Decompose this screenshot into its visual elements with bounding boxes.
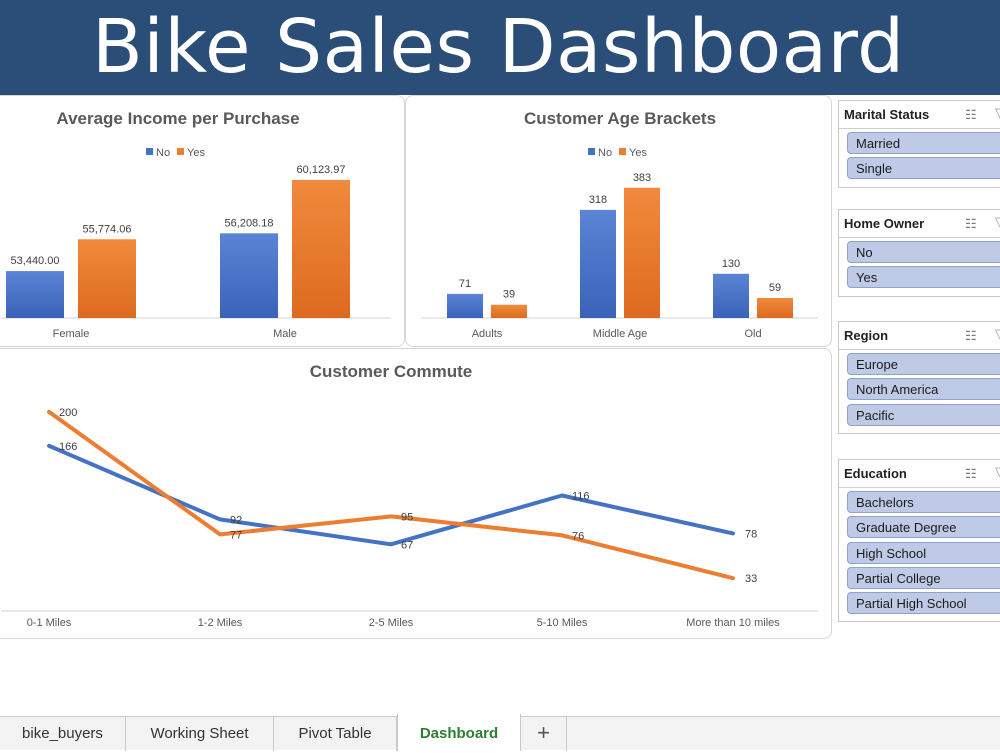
slicer-education: Education ☷ ▽ Bachelors Graduate DegreeHigh …	[838, 459, 1000, 623]
bar-no-middle-age[interactable]	[580, 209, 616, 318]
multi-select-icon[interactable]: ☷	[965, 328, 977, 343]
category-label: More than 10 miles	[686, 617, 780, 629]
slicer-item[interactable]: North America	[847, 378, 1000, 401]
legend-label-yes: Yes	[187, 147, 205, 159]
bar-no-old[interactable]	[713, 273, 749, 318]
data-label: 55,774.06	[83, 223, 132, 235]
category-label: 1-2 Miles	[198, 617, 243, 629]
age-chart: Customer Age Brackets No Yes 71 39 Adults 318 3…	[421, 109, 818, 340]
sheet-tab-pivot-table[interactable]: Pivot Table	[274, 717, 397, 751]
slicer-item[interactable]: High School	[847, 541, 1000, 564]
category-label: Adults	[472, 328, 503, 340]
clear-filter-icon[interactable]: ▽	[995, 105, 1000, 121]
chart-title: Customer Age Brackets	[524, 109, 716, 128]
data-label: 33	[745, 573, 757, 585]
dashboard-title: Bike Sales Dashboard	[92, 4, 905, 90]
slicer-item[interactable]: Partial College	[847, 566, 1000, 589]
slicer-item[interactable]: Partial High School	[847, 592, 1000, 615]
slicer-item[interactable]: Pacific	[847, 403, 1000, 426]
bar-no-female[interactable]	[6, 271, 64, 318]
slicer-item[interactable]: Married	[847, 132, 1000, 154]
data-label: 77	[230, 529, 242, 541]
legend-swatch-yes	[619, 148, 626, 155]
data-label: 71	[459, 278, 471, 290]
sheet-tab-dashboard[interactable]: Dashboard	[397, 714, 521, 751]
bar-no-male[interactable]	[220, 233, 278, 318]
add-sheet-button[interactable]: +	[521, 717, 567, 751]
legend-swatch-no	[588, 148, 595, 155]
slicer-title: Home Owner	[844, 216, 925, 231]
data-label: 200	[59, 407, 77, 419]
multi-select-icon[interactable]: ☷	[965, 107, 977, 122]
slicer-item[interactable]: Single	[847, 157, 1000, 180]
slicer-home-owner: Home Owner ☷ ▽ No Yes	[838, 209, 1000, 297]
clear-filter-icon[interactable]: ▽	[995, 214, 1000, 230]
bar-yes-old[interactable]	[757, 297, 793, 318]
data-label: 39	[503, 289, 515, 301]
data-label: 53,440.00	[11, 255, 60, 267]
slicer-header: Region ☷ ▽	[839, 322, 1000, 350]
legend-label-no: No	[598, 147, 612, 159]
chart-title: Average Income per Purchase	[56, 109, 299, 128]
series-line-yes[interactable]	[47, 409, 735, 581]
bar-yes-male[interactable]	[292, 179, 350, 318]
income-chart: Average Income per Purchase No Yes 53,440.0…	[1, 109, 391, 340]
age-chart-panel[interactable]: Customer Age Brackets No Yes 71 39 Adults 318 3…	[405, 95, 832, 347]
clear-filter-icon[interactable]: ▽	[995, 464, 1000, 480]
bar-yes-adults[interactable]	[491, 304, 527, 318]
slicer-header: Marital Status ☷ ▽	[839, 101, 1000, 129]
category-label: 0-1 Miles	[27, 617, 72, 629]
slicer-title: Region	[844, 328, 889, 343]
data-label: 130	[722, 258, 740, 270]
clear-filter-icon[interactable]: ▽	[995, 326, 1000, 342]
category-label: Old	[744, 328, 761, 340]
slicer-header: Education ☷ ▽	[839, 460, 1000, 488]
bar-yes-female[interactable]	[78, 239, 136, 318]
dashboard-title-bar: Bike Sales Dashboard	[0, 0, 1000, 95]
data-label: 92	[230, 514, 242, 526]
slicer-item[interactable]: Europe	[847, 353, 1000, 375]
slicer-item[interactable]: Yes	[847, 266, 1000, 289]
category-label: Female	[53, 328, 90, 340]
legend-label-no: No	[156, 147, 170, 159]
category-label: Male	[273, 328, 297, 340]
slicer-item[interactable]: Graduate Degree	[847, 516, 1000, 539]
category-label: 2-5 Miles	[369, 617, 414, 629]
income-chart-panel[interactable]: Average Income per Purchase No Yes 53,440.0…	[0, 95, 405, 347]
commute-chart: Customer Commute 166 92 67 116 78 200 77 95 76 33 0…	[1, 362, 818, 629]
multi-select-icon[interactable]: ☷	[965, 216, 977, 231]
slicer-item[interactable]: Bachelors	[847, 491, 1000, 513]
data-label: 383	[633, 172, 651, 184]
data-label: 166	[59, 441, 77, 453]
chart-title: Customer Commute	[310, 362, 472, 381]
multi-select-icon[interactable]: ☷	[965, 466, 977, 481]
slicer-header: Home Owner ☷ ▽	[839, 210, 1000, 238]
data-label: 67	[401, 539, 413, 551]
slicer-title: Marital Status	[844, 107, 930, 122]
series-line-no[interactable]	[47, 443, 735, 547]
bar-no-adults[interactable]	[447, 293, 483, 318]
sheet-tab-bike-buyers[interactable]: bike_buyers	[0, 717, 126, 751]
category-label: 5-10 Miles	[537, 617, 588, 629]
legend-label-yes: Yes	[629, 147, 647, 159]
legend-swatch-no	[146, 148, 153, 155]
category-label: Middle Age	[593, 328, 647, 340]
data-label: 95	[401, 511, 413, 523]
data-label: 78	[745, 528, 757, 540]
bar-yes-middle-age[interactable]	[624, 187, 660, 318]
sheet-tabs-bar: + bike_buyers Working Sheet Pivot Table Das…	[0, 714, 1000, 751]
data-label: 76	[572, 530, 584, 542]
data-label: 56,208.18	[225, 217, 274, 229]
slicer-marital-status: Marital Status ☷ ▽ Married Single	[838, 100, 1000, 188]
data-label: 116	[572, 491, 590, 503]
data-label: 60,123.97	[297, 164, 346, 176]
slicer-title: Education	[844, 466, 907, 481]
commute-chart-panel[interactable]: Customer Commute 166 92 67 116 78 200 77 95 76 33 0…	[0, 348, 832, 639]
slicer-item[interactable]: No	[847, 241, 1000, 263]
data-label: 59	[769, 282, 781, 294]
data-label: 318	[589, 194, 607, 206]
sheet-tab-working-sheet[interactable]: Working Sheet	[126, 717, 274, 751]
legend-swatch-yes	[177, 148, 184, 155]
